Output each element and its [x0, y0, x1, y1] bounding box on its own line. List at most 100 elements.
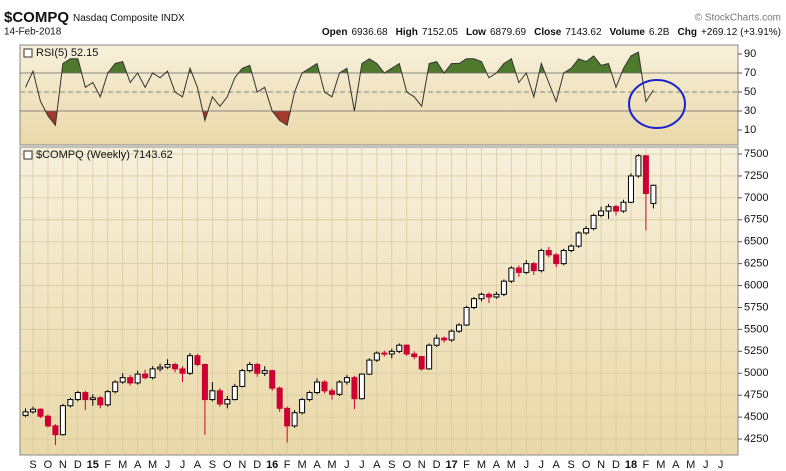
y-tick-label: 7000	[744, 192, 768, 204]
x-tick-label: M	[298, 459, 307, 471]
x-tick-label: A	[672, 459, 680, 471]
candle-body	[269, 370, 276, 389]
legend: $COMPQ (Weekly) 7143.62	[36, 149, 173, 161]
candle-body	[321, 381, 328, 392]
candle-body	[89, 397, 96, 401]
candle-body	[620, 201, 627, 212]
x-tick-label: D	[612, 459, 620, 471]
x-tick-label: F	[284, 459, 291, 471]
x-tick-label: F	[463, 459, 470, 471]
y-tick-label: 10	[744, 124, 756, 136]
x-tick-label: S	[209, 459, 216, 471]
candle-body	[605, 206, 612, 212]
candle-body	[642, 155, 649, 194]
plot-layer: 4250 4500 4750 5000 5250 5500 5750 6000 6250 6500…	[20, 47, 768, 471]
candle-body	[613, 206, 620, 212]
candle-body	[560, 249, 567, 265]
stat-value: 7143.62	[565, 27, 602, 38]
candle-body	[336, 381, 343, 395]
candle-body	[37, 408, 44, 417]
candle-body	[485, 293, 492, 298]
legend-swatch	[23, 48, 33, 58]
candle-body	[426, 344, 433, 370]
candle-body	[418, 356, 425, 370]
x-tick-label: J	[165, 459, 171, 471]
y-tick-label: 5500	[744, 323, 768, 335]
y-tick-label: 5750	[744, 301, 768, 313]
stat-value: +269.12 (+3.91%)	[701, 27, 781, 38]
x-tick-label: S	[29, 459, 36, 471]
candle-body	[598, 210, 605, 216]
stat-value: 6879.69	[490, 27, 527, 38]
x-tick-label: S	[567, 459, 574, 471]
source: © StockCharts.com	[695, 13, 781, 24]
x-tick-label: M	[656, 459, 665, 471]
x-tick-label: F	[643, 459, 650, 471]
candle-body	[246, 363, 253, 372]
y-tick-label: 4500	[744, 411, 768, 423]
y-tick-label: 7250	[744, 170, 768, 182]
date: 14-Feb-2018	[4, 27, 62, 38]
y-tick-label: 30	[744, 105, 756, 117]
x-tick-label: N	[597, 459, 605, 471]
x-tick-label: J	[180, 459, 186, 471]
stat-label: High	[396, 27, 418, 38]
stat-value: 6.2B	[649, 27, 670, 38]
candle-body	[104, 391, 111, 406]
candle-body	[471, 298, 478, 308]
y-tick-label: 7500	[744, 148, 768, 160]
y-tick-label: 6250	[744, 258, 768, 270]
x-tick-label: J	[524, 459, 530, 471]
candle-body	[142, 373, 149, 379]
candle-body	[381, 352, 388, 355]
stat-label: Volume	[610, 27, 646, 38]
x-tick-label: M	[507, 459, 516, 471]
y-tick-label: 50	[744, 86, 756, 98]
candle-body	[396, 344, 403, 352]
candle-body	[209, 390, 216, 401]
candle-body	[59, 405, 66, 436]
candle-body	[231, 385, 238, 401]
candle-body	[463, 306, 470, 326]
candle-body	[134, 373, 141, 384]
x-tick-label: J	[718, 459, 724, 471]
candle-body	[127, 377, 134, 384]
y-tick-label: 70	[744, 67, 756, 79]
stats: Open 6936.68 High 7152.05 Low 6879.69 Close 714…	[322, 27, 781, 38]
x-tick-label: A	[493, 459, 501, 471]
candle-body	[553, 254, 560, 265]
x-tick-label: A	[313, 459, 321, 471]
x-tick-label: J	[703, 459, 709, 471]
x-tick-label: 15	[87, 459, 99, 471]
candle-body	[650, 184, 657, 204]
candle-body	[119, 377, 126, 383]
candle-body	[306, 392, 313, 401]
candle-body	[179, 368, 186, 374]
x-tick-label: O	[44, 459, 53, 471]
candle-body	[508, 267, 515, 282]
candle-body	[44, 415, 51, 427]
candle-body	[224, 399, 231, 405]
candle-body	[366, 359, 373, 375]
y-tick-label: 6750	[744, 214, 768, 226]
candle-body	[82, 392, 89, 401]
x-tick-label: M	[686, 459, 695, 471]
x-tick-label: N	[238, 459, 246, 471]
candle-body	[284, 407, 291, 427]
x-tick-label: M	[148, 459, 157, 471]
x-tick-label: A	[134, 459, 142, 471]
candle-body	[216, 390, 223, 405]
price-panel	[19, 146, 739, 456]
x-tick-label: N	[59, 459, 67, 471]
candle-body	[314, 381, 321, 394]
candle-body	[568, 245, 575, 251]
x-tick-label: D	[253, 459, 261, 471]
x-tick-label: N	[418, 459, 426, 471]
candle-body	[358, 373, 365, 400]
candle-body	[478, 293, 485, 300]
candle-body	[388, 350, 395, 355]
candle-body	[52, 425, 59, 436]
candle-body	[22, 411, 29, 416]
x-tick-label: D	[74, 459, 82, 471]
candle-body	[515, 267, 522, 273]
